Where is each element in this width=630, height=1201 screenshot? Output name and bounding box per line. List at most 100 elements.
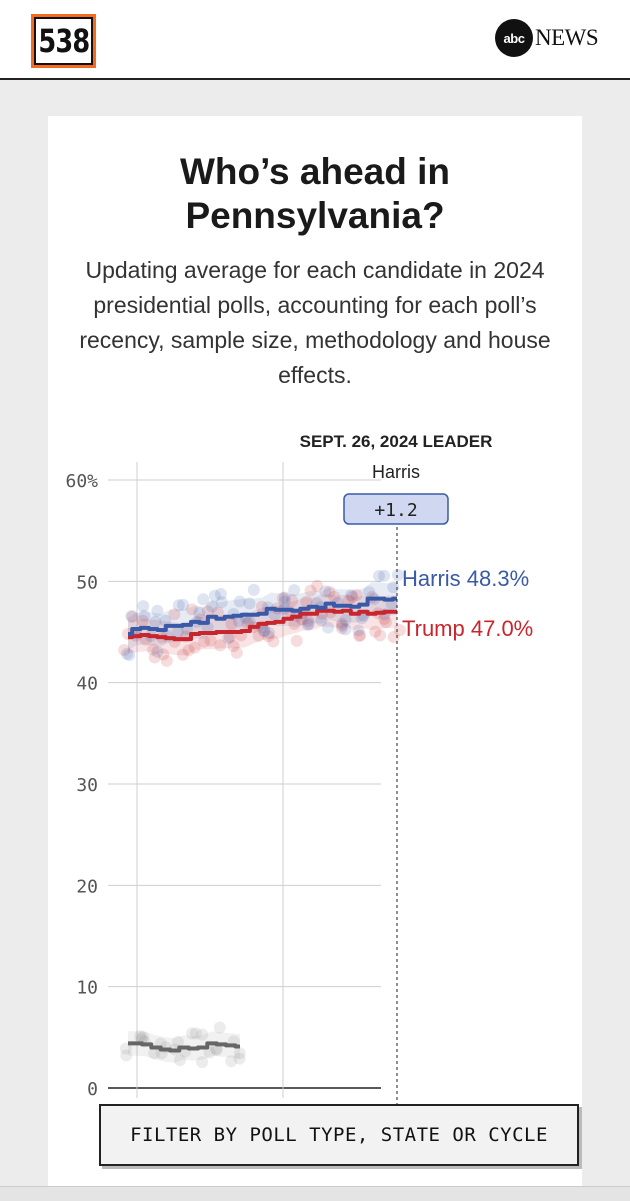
other-poll-dot	[171, 1035, 184, 1048]
harris-poll-dot	[121, 647, 133, 660]
trump-poll-dot	[186, 603, 198, 616]
trump-poll-dot	[177, 648, 189, 661]
harris-poll-dot	[197, 593, 210, 606]
538-logo[interactable]: 538	[31, 14, 96, 68]
y-tick-label: 0	[87, 1079, 98, 1100]
chart-subtitle: Updating average for each candidate in 2…	[79, 257, 551, 388]
harris-poll-dot	[214, 588, 227, 600]
trump-poll-dot	[201, 605, 214, 618]
trump-poll-dot	[335, 622, 348, 635]
harris-poll-dot	[206, 600, 218, 613]
harris-poll-dot	[387, 581, 400, 594]
y-tick-label: 30	[76, 775, 98, 796]
other-poll-dot	[213, 1021, 226, 1034]
other-poll-dot	[120, 1049, 133, 1062]
trump-poll-dot	[227, 640, 240, 652]
site-header: 538 abc NEWS	[0, 0, 630, 80]
chart-title: Who’s ahead in Pennsylvania?	[48, 150, 582, 238]
harris-poll-dot	[258, 624, 271, 637]
chart-title-line-1: Who’s ahead in	[180, 151, 450, 192]
harris-poll-dot	[243, 615, 256, 628]
y-tick-label: 20	[76, 876, 98, 897]
harris-poll-dot	[215, 596, 228, 609]
trump-poll-dot	[262, 630, 275, 643]
y-tick-label: 50	[76, 572, 98, 593]
trump-poll-dot	[148, 651, 161, 664]
harris-poll-dot	[263, 626, 276, 639]
leader-margin-badge	[343, 493, 449, 525]
leader-margin-label: +1.2	[374, 500, 417, 521]
abc-news-logo[interactable]: abc NEWS	[495, 18, 599, 58]
other-poll-dot	[173, 1054, 186, 1067]
harris-poll-dot	[336, 619, 349, 632]
other-poll-dot	[225, 1055, 238, 1068]
trump-poll-dot	[374, 629, 387, 642]
harris-poll-dot	[125, 610, 138, 622]
trump-poll-dot	[346, 591, 359, 603]
harris-poll-dot	[208, 589, 221, 602]
harris-poll-dot	[123, 649, 136, 661]
trump-poll-dot	[354, 629, 367, 642]
trump-poll-dot	[182, 644, 195, 657]
harris-poll-dot	[247, 583, 260, 596]
other-poll-dot	[134, 1030, 147, 1042]
trump-poll-dot	[157, 648, 170, 661]
trump-poll-dot	[160, 654, 173, 667]
harris-poll-dot	[378, 569, 391, 582]
trump-poll-dot	[188, 641, 201, 654]
harris-poll-dot	[243, 597, 256, 610]
harris-poll-dot	[339, 623, 352, 636]
harris-poll-dot	[352, 624, 365, 637]
harris-poll-dot	[322, 621, 335, 634]
trump-poll-dot	[126, 610, 139, 623]
trump-poll-dot	[379, 616, 392, 629]
trump-poll-dot	[302, 614, 314, 627]
trump-poll-dot	[336, 617, 349, 630]
harris-poll-dot	[373, 570, 385, 582]
filter-button[interactable]: FILTER BY POLL TYPE, STATE OR CYCLE	[99, 1104, 579, 1166]
trump-poll-dot	[204, 634, 217, 647]
leader-date-label: SEPT. 26, 2024 LEADER	[300, 432, 493, 451]
trump-end-label: Trump 47.0%	[402, 616, 533, 641]
other-poll-dot	[233, 1047, 246, 1060]
trump-poll-dot	[378, 613, 391, 625]
harris-poll-dot	[315, 614, 328, 627]
harris-poll-dot	[258, 625, 271, 638]
y-tick-label: 60%	[65, 471, 98, 492]
trump-poll-dot	[328, 590, 341, 603]
harris-poll-dot	[138, 609, 151, 622]
harris-poll-dot	[301, 619, 314, 631]
harris-poll-dot	[193, 606, 206, 619]
other-poll-dot	[148, 1047, 161, 1060]
harris-poll-dot	[159, 614, 172, 627]
trump-poll-dot	[353, 630, 366, 642]
y-tick-label: 10	[76, 978, 98, 999]
harris-poll-dot	[391, 569, 404, 581]
harris-poll-dot	[279, 591, 291, 604]
other-poll-dot	[196, 1056, 209, 1069]
trump-poll-dot	[276, 592, 289, 605]
harris-poll-dot	[171, 626, 184, 639]
other-poll-dot	[189, 1027, 202, 1040]
harris-poll-dot	[151, 604, 164, 617]
y-tick-label: 40	[76, 674, 98, 695]
trump-poll-dot	[311, 579, 324, 592]
trump-poll-dot	[304, 584, 317, 597]
other-poll-dot	[119, 1042, 132, 1055]
trump-poll-dot	[147, 643, 160, 656]
harris-poll-dot	[172, 599, 185, 612]
trump-poll-dot	[225, 618, 238, 631]
harris-poll-dot	[363, 586, 376, 599]
trump-poll-dot	[288, 618, 301, 630]
abc-logo-news-text: NEWS	[535, 25, 599, 50]
chart-title-line-2: Pennsylvania?	[185, 195, 445, 236]
trump-poll-dot	[168, 608, 181, 621]
harris-poll-dot	[302, 617, 315, 630]
harris-poll-dot	[149, 615, 162, 628]
harris-poll-dot	[319, 585, 332, 598]
trump-poll-dot	[323, 585, 336, 598]
abc-logo-circle: abc	[495, 19, 533, 57]
harris-poll-dot	[151, 645, 164, 658]
trump-poll-dot	[252, 629, 265, 642]
